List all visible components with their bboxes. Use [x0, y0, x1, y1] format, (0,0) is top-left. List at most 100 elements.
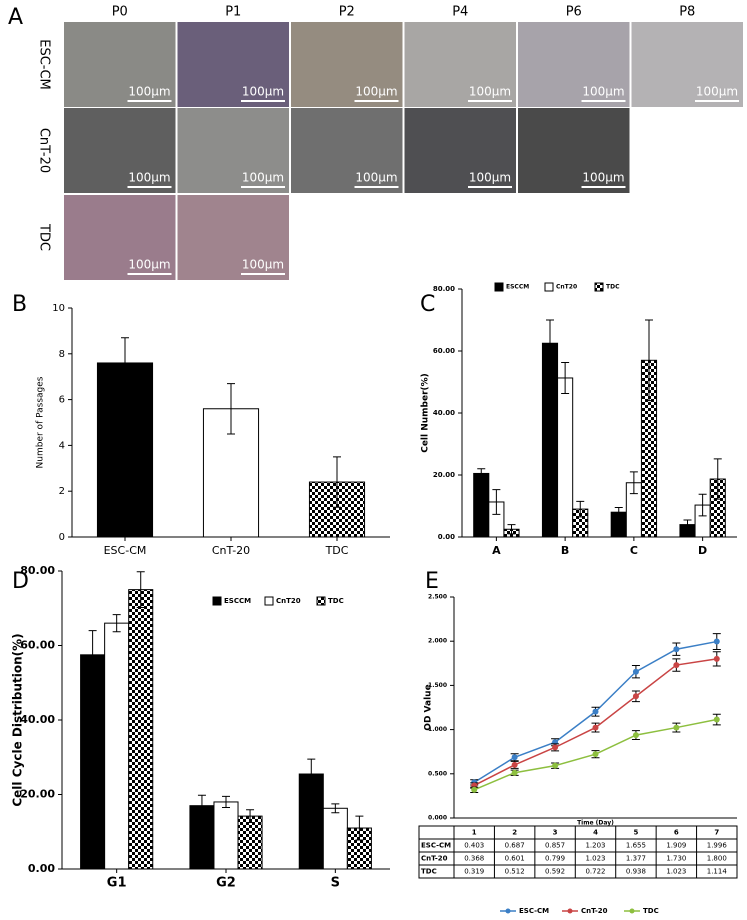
micrograph — [177, 195, 289, 280]
error-bar — [307, 758, 316, 790]
row-label: TDC — [37, 223, 52, 251]
scale-bar-label: 100μm — [582, 85, 624, 99]
table-header: 2 — [512, 829, 517, 837]
x-tick-label: S — [331, 876, 340, 891]
y-tick-label: 40.00 — [20, 713, 55, 726]
x-tick-label: G1 — [107, 876, 127, 891]
y-tick-label: 2.000 — [428, 638, 447, 645]
y-axis-label: OD Value — [424, 684, 434, 730]
scale-bar-label: 100μm — [355, 171, 397, 185]
error-bar — [645, 319, 653, 402]
table-header: 5 — [633, 829, 638, 837]
table-header: 3 — [553, 829, 558, 837]
bar — [473, 472, 490, 538]
panel-label: A — [8, 5, 23, 30]
error-bar — [683, 519, 692, 530]
y-axis-label: Cell Cycle Distribution(%) — [11, 633, 25, 806]
panel-label: E — [425, 569, 439, 594]
panel-label: B — [12, 292, 27, 317]
table-cell: 1.996 — [707, 842, 728, 850]
y-tick-label: 60.00 — [433, 347, 455, 355]
x-tick-label: ESC-CM — [104, 544, 147, 557]
x-axis-label: Time (Day) — [577, 820, 614, 827]
table-cell: 0.403 — [464, 842, 484, 850]
y-tick-label: 0.000 — [428, 815, 447, 822]
error-bar — [246, 809, 255, 823]
legend-label: CnT20 — [556, 284, 577, 291]
table-cell: 1.023 — [666, 868, 686, 876]
table-cell: 1.655 — [626, 842, 646, 850]
error-bar — [477, 468, 486, 479]
table-cell: 0.799 — [545, 855, 565, 863]
scale-bar-label: 100μm — [128, 171, 170, 185]
column-label: P8 — [679, 5, 695, 20]
marker — [592, 708, 599, 715]
table-cell: 1.800 — [707, 855, 727, 863]
error-bar — [629, 471, 638, 495]
legend-label: TDC — [328, 597, 344, 605]
table-cell: 1.909 — [666, 842, 686, 850]
table-cell: 1.377 — [626, 855, 646, 863]
micrograph — [404, 108, 516, 193]
legend-swatch — [212, 596, 222, 606]
error-bar — [492, 489, 501, 515]
error-bar — [197, 794, 206, 817]
micrograph — [64, 195, 176, 280]
error-bar — [614, 507, 623, 518]
micrograph — [518, 22, 630, 107]
x-tick-label: C — [630, 544, 638, 557]
table-cell: 1.730 — [666, 855, 686, 863]
y-tick-label: 2 — [59, 486, 65, 497]
column-label: P0 — [112, 5, 128, 20]
table-header: 6 — [674, 829, 679, 837]
error-bar — [713, 458, 722, 500]
panel-label: D — [12, 569, 29, 594]
y-axis-label: Number of Passages — [36, 376, 46, 468]
x-tick-label: TDC — [325, 544, 349, 557]
scale-bar-label: 100μm — [128, 85, 170, 99]
error-bar — [136, 571, 145, 609]
scale-bar-label: 100μm — [469, 85, 511, 99]
bar — [557, 377, 574, 538]
marker — [713, 716, 720, 723]
x-tick-label: B — [561, 544, 569, 557]
marker — [592, 751, 599, 758]
x-tick-label: G2 — [216, 876, 236, 891]
micrograph — [177, 22, 289, 107]
legend-swatch — [316, 596, 326, 606]
legend-marker — [567, 908, 573, 914]
micrograph — [291, 22, 403, 107]
y-tick-label: 1.000 — [428, 726, 447, 733]
table-cell: 0.722 — [585, 868, 605, 876]
error-bar — [331, 803, 340, 814]
error-bar — [355, 815, 364, 841]
scale-bar-label: 100μm — [355, 85, 397, 99]
error-bar — [112, 614, 121, 633]
y-tick-label: 60.00 — [20, 639, 55, 652]
marker — [511, 754, 518, 761]
table-row-label: CnT-20 — [421, 855, 448, 863]
y-tick-label: 80.00 — [433, 285, 455, 293]
legend-label: CnT20 — [276, 597, 301, 605]
y-tick-label: 2.500 — [428, 594, 447, 601]
bar — [80, 654, 106, 870]
bar — [237, 815, 263, 870]
bar — [322, 807, 348, 870]
marker — [592, 724, 599, 731]
bar — [298, 773, 324, 870]
legend-label: TDC — [606, 284, 620, 291]
legend-swatch — [264, 596, 274, 606]
error-bar — [88, 630, 97, 680]
marker — [471, 786, 478, 793]
table-cell: 1.203 — [585, 842, 605, 850]
y-tick-label: 1.500 — [428, 682, 447, 689]
y-tick-label: 0.00 — [28, 862, 55, 875]
marker — [552, 744, 559, 751]
legend-label: ESC-CM — [519, 907, 549, 915]
marker — [632, 668, 639, 675]
y-tick-label: 80.00 — [20, 564, 55, 577]
marker — [713, 638, 720, 645]
x-tick-label: D — [698, 544, 707, 557]
row-label: CnT-20 — [37, 128, 52, 173]
